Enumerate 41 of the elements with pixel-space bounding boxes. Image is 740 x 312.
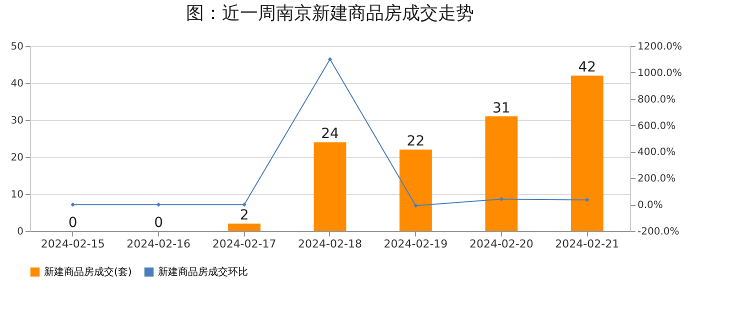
bar (400, 150, 432, 231)
y2-tick-label: -200.0% (638, 226, 680, 238)
x-tick-label: 2024-02-17 (212, 238, 276, 250)
chart-title: 图：近一周南京新建商品房成交走势 (186, 3, 474, 24)
legend-label: 新建商品房成交环比 (158, 266, 248, 278)
y-tick-label: 30 (10, 116, 24, 126)
x-tick-label: 2024-02-20 (469, 238, 534, 250)
data-label: 2 (240, 208, 249, 224)
y-tick-label: 50 (10, 42, 24, 52)
point (156, 202, 161, 207)
data-label: 22 (406, 134, 425, 150)
x-tick-label: 2024-02-19 (384, 238, 448, 250)
data-label: 0 (154, 215, 164, 231)
point (70, 202, 75, 207)
y2-tick-label: 600.0% (638, 120, 676, 132)
bar (228, 224, 260, 231)
y-tick-label: 40 (10, 78, 24, 90)
y2-tick-label: 400.0% (638, 147, 676, 158)
y2-tick-label: 0.0% (638, 200, 663, 212)
y-tick-label: 10 (10, 190, 24, 200)
bar (314, 142, 346, 231)
data-label: 0 (68, 215, 78, 231)
y-tick-label: 0 (17, 226, 24, 238)
bar (570, 76, 604, 231)
y2-tick-label: 800.0% (638, 94, 676, 106)
y2-tick-label: 200.0% (638, 174, 676, 185)
point (499, 197, 504, 202)
legend-label: 新建商品房成交(套) (44, 266, 132, 278)
y-tick-label: 20 (10, 152, 24, 164)
x-tick-label: 2024-02-21 (555, 238, 620, 250)
data-label: 24 (321, 126, 339, 142)
y2-tick-label: 1000.0% (638, 68, 682, 79)
data-label: 42 (578, 60, 596, 76)
bar (485, 116, 518, 231)
point (414, 204, 418, 208)
x-tick-label: 2024-02-16 (126, 238, 191, 250)
data-label: 31 (492, 100, 510, 116)
point (585, 198, 590, 202)
x-tick-label: 2024-02-15 (40, 238, 105, 250)
x-tick-label: 2024-02-18 (298, 238, 362, 250)
y2-tick-label: 1200.0% (638, 42, 682, 52)
